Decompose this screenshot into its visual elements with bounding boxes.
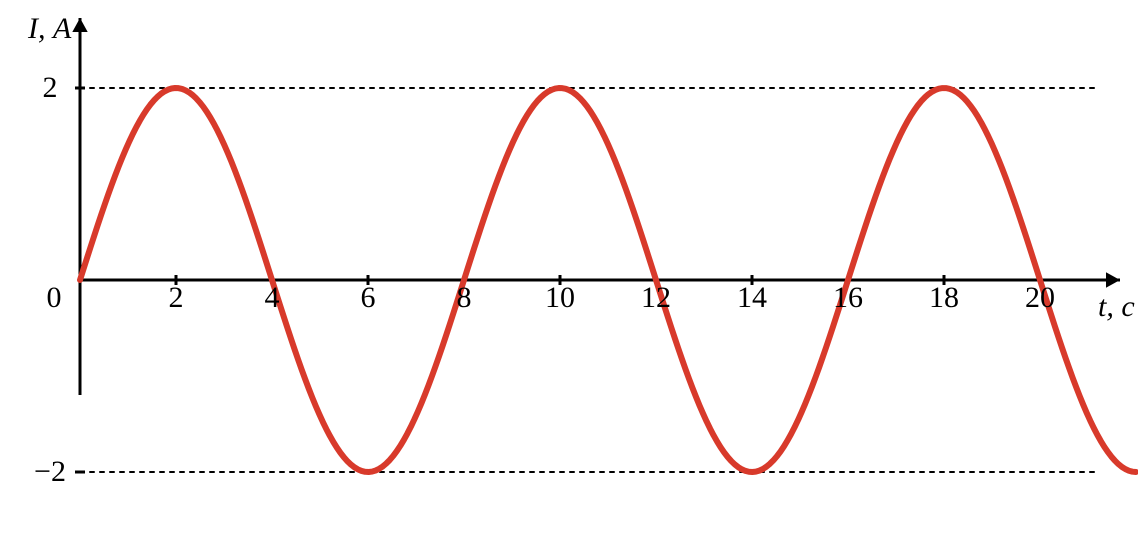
x-tick-label: 18 [929,281,959,315]
y-axis-label-text: I, А [28,12,71,45]
x-tick-label: 8 [457,281,472,315]
x-tick-label: 4 [265,281,280,315]
x-axis-label-text: t, с [1098,290,1135,323]
origin-label-text: 0 [47,281,62,314]
x-tick-label: 12 [641,281,671,315]
y-axis-label: I, А [28,12,71,46]
x-axis-label: t, с [1098,290,1135,324]
chart-canvas [0,0,1138,535]
x-tick-label: 6 [361,281,376,315]
x-tick-label: 10 [545,281,575,315]
x-tick-label: 20 [1025,281,1055,315]
origin-label: 0 [47,281,62,315]
y-tick-label: 2 [43,71,58,105]
x-tick-label: 14 [737,281,767,315]
y-tick-label: −2 [34,455,66,489]
x-axis-arrow-icon [1106,272,1120,287]
y-axis-arrow-icon [72,18,87,32]
sine-chart: I, А t, с 0 2 4 6 8 10 12 14 16 18 20 2 −2 [0,0,1138,535]
x-tick-label: 16 [833,281,863,315]
x-tick-label: 2 [169,281,184,315]
